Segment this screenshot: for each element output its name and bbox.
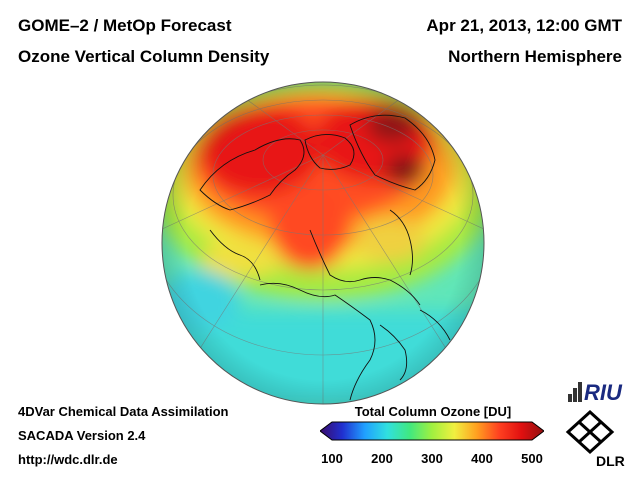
product-subtitle: Ozone Vertical Column Density [18, 47, 270, 66]
dlr-logo-text: DLR [596, 453, 625, 468]
globe-outline [161, 81, 485, 405]
product-title: GOME–2 / MetOp Forecast [18, 16, 232, 35]
riu-logo-text: RIU [584, 380, 623, 405]
hemisphere-label: Northern Hemisphere [448, 47, 622, 66]
colorbar-title: Total Column Ozone [DU] [354, 404, 512, 419]
colorbar-tick: 100 [321, 451, 343, 466]
colorbar-tick: 400 [471, 451, 493, 466]
colorbar-tick: 200 [371, 451, 393, 466]
ozone-field [162, 82, 484, 404]
ozone-globe-map [161, 81, 485, 405]
riu-logo: RIU [568, 380, 623, 405]
forecast-datetime: Apr 21, 2013, 12:00 GMT [426, 16, 622, 35]
footer-version: SACADA Version 2.4 [18, 428, 146, 443]
dlr-logo: DLR [565, 410, 625, 468]
colorbar [320, 421, 544, 441]
footer-assimilation: 4DVar Chemical Data Assimilation [18, 404, 229, 419]
footer-url[interactable]: http://wdc.dlr.de [18, 452, 118, 467]
colorbar-tick: 500 [521, 451, 543, 466]
colorbar-tick: 300 [421, 451, 443, 466]
